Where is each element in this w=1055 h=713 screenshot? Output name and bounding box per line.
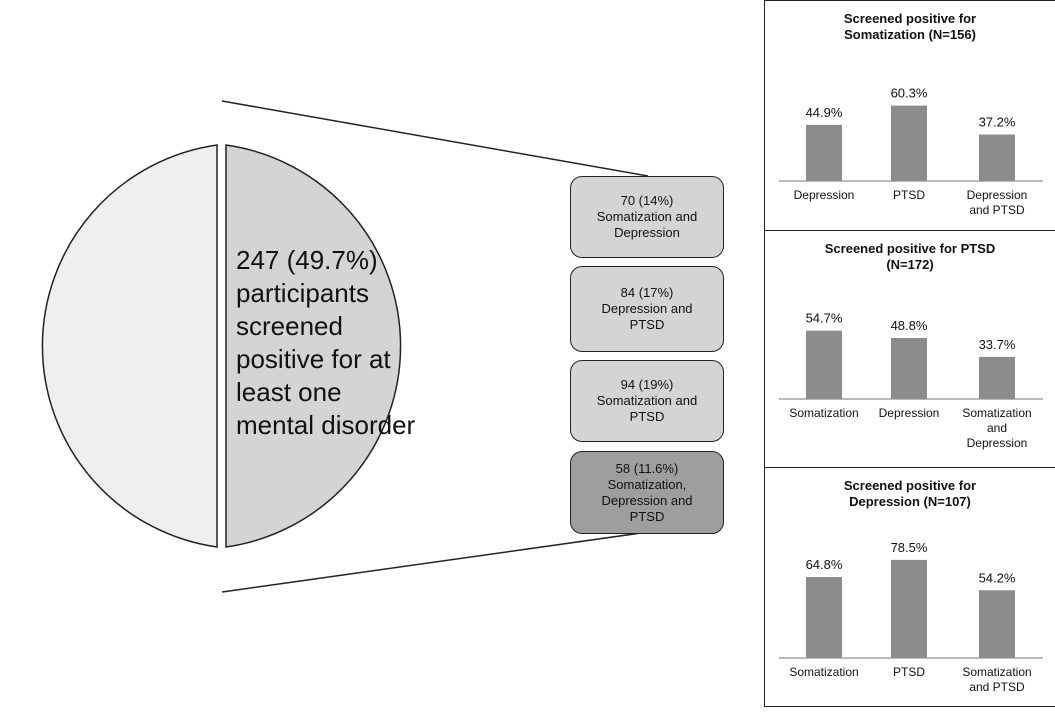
bar-value-label: 54.2% [979, 570, 1016, 585]
category-label: Somatization [962, 406, 1031, 420]
overlap-box-depression-ptsd: 84 (17%) Depression and PTSD [570, 266, 724, 352]
pie-slice-positive [225, 144, 402, 548]
overlap-box-text: 58 (11.6%) Somatization, Depression and … [601, 460, 693, 524]
category-label: and [987, 421, 1007, 435]
category-label: Somatization [962, 665, 1031, 679]
bar [891, 105, 927, 181]
overlap-box-text: 84 (17%) Depression and PTSD [601, 285, 693, 332]
bar-value-label: 33.7% [979, 337, 1016, 352]
bar-chart-depression: 64.8% Somatization 78.5% PTSD 54.2% Somatizat… [779, 540, 1043, 694]
bar [891, 338, 927, 399]
bar [806, 124, 842, 181]
category-label: and PTSD [969, 203, 1025, 217]
bar-value-label: 48.8% [891, 318, 928, 333]
overlap-box-somatization-depression: 70 (14%) Somatization and Depression [570, 176, 724, 258]
bar-panel-somatization: Screened positive for Somatization (N=15… [764, 0, 1055, 231]
overlap-box-all-three: 58 (11.6%) Somatization, Depression and … [570, 451, 724, 534]
category-label: Depression [794, 188, 855, 202]
bar [979, 590, 1015, 658]
bar [806, 330, 842, 399]
category-label: PTSD [893, 665, 925, 679]
bar-value-label: 37.2% [979, 115, 1016, 130]
bar-chart-somatization: 44.9%Depression60.3%PTSD37.2%Depressiona… [779, 86, 1043, 217]
bar-chart-ptsd: 54.7% Somatization 48.8% Depression 33.7% Som… [779, 311, 1043, 450]
bar-panel-ptsd: Screened positive for PTSD (N=172) 54.7%… [764, 230, 1055, 468]
category-label: Depression [967, 436, 1028, 450]
category-label: Depression [879, 406, 940, 420]
bar-value-label: 64.8% [806, 557, 843, 572]
connector-line-top [221, 100, 649, 177]
bar-value-label: 44.9% [806, 105, 843, 120]
bar [979, 356, 1015, 399]
bar-value-label: 54.7% [806, 311, 843, 326]
category-label: PTSD [893, 188, 925, 202]
category-label: Somatization [789, 665, 858, 679]
bar-panel-depression: Screened positive for Depression (N=107)… [764, 467, 1055, 707]
pie-slice-remaining [41, 144, 218, 548]
bar-value-label: 78.5% [891, 540, 928, 555]
overlap-box-somatization-ptsd: 94 (19%) Somatization and PTSD [570, 360, 724, 442]
bar-value-label: 60.3% [891, 86, 928, 101]
overlap-box-text: 94 (19%) Somatization and PTSD [596, 377, 698, 424]
panel-title: Screened positive for PTSD (N=172) [824, 241, 996, 272]
category-label: Somatization [789, 406, 858, 420]
connector-line-bottom [221, 531, 649, 593]
bar [891, 559, 927, 658]
bar [806, 577, 842, 658]
overlap-box-text: 70 (14%) Somatization and Depression [596, 193, 698, 240]
category-label: Depression [967, 188, 1028, 202]
panel-title: Screened positive for Depression (N=107) [843, 478, 977, 509]
category-label: and PTSD [969, 680, 1025, 694]
pie-label: 247 (49.7%) participants screened positi… [236, 245, 416, 440]
bar [979, 134, 1015, 181]
panel-title: Screened positive for Somatization (N=15… [843, 11, 977, 42]
